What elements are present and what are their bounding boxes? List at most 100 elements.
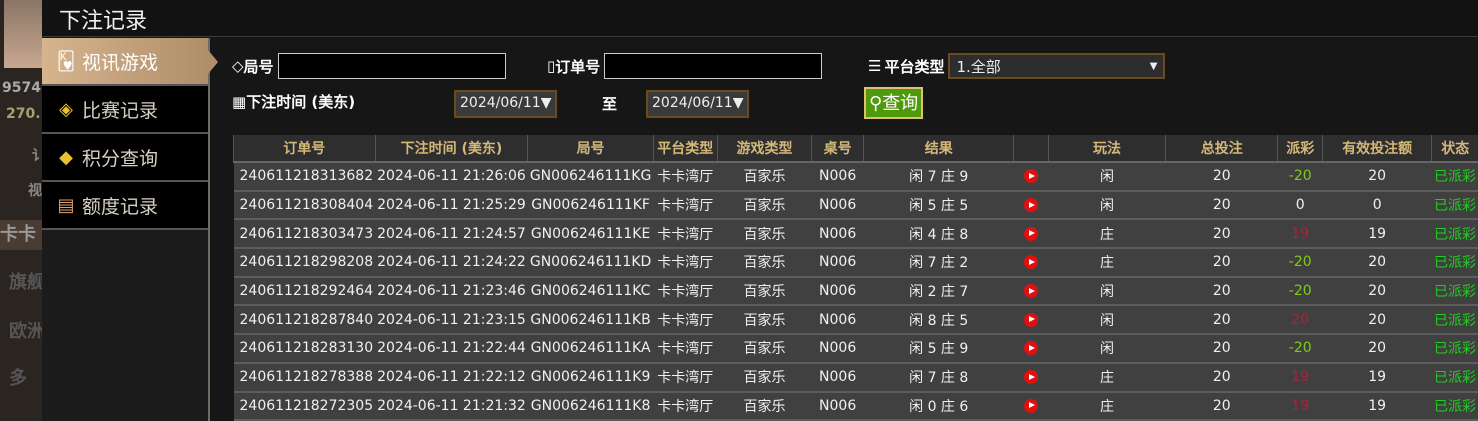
sidebar-item-label: 积分查询: [82, 147, 159, 170]
payout-cell: -20: [1277, 276, 1323, 307]
column-header: 状态: [1431, 135, 1478, 163]
column-header: 派彩: [1277, 135, 1323, 163]
round-input[interactable]: [277, 53, 506, 79]
play-video-icon[interactable]: [1024, 169, 1039, 184]
game-type-cell: 百家乐: [717, 248, 812, 278]
column-header: 总投注: [1165, 135, 1278, 163]
sidebar-item-points[interactable]: ◆ 积分查询: [42, 134, 208, 182]
play-video-icon[interactable]: [1024, 255, 1039, 270]
play-video-icon[interactable]: [1024, 198, 1039, 213]
play-video-icon[interactable]: [1024, 398, 1039, 413]
bet-type-cell: 庄: [1048, 248, 1166, 278]
bet-time-cell: 2024-06-11 21:23:46: [375, 276, 528, 307]
replay-cell[interactable]: [1013, 391, 1049, 421]
amount-text: 270.: [6, 106, 41, 122]
bet-type-cell: 闲: [1048, 276, 1166, 307]
play-video-icon[interactable]: [1024, 312, 1039, 327]
valid-bet-cell: 20: [1322, 334, 1432, 364]
platform-cell: 卡卡湾厅: [653, 248, 718, 278]
bg-item: 欧洲: [9, 321, 42, 342]
date-to-picker[interactable]: 2024/06/11▼: [646, 90, 750, 118]
replay-cell[interactable]: [1013, 362, 1049, 393]
result-cell: 闲 2 庄 7: [863, 276, 1014, 307]
play-video-icon[interactable]: [1024, 341, 1039, 356]
bet-time-cell: 2024-06-11 21:22:12: [375, 362, 528, 393]
valid-bet-cell: 0: [1322, 190, 1432, 221]
bet-type-cell: 闲: [1048, 305, 1166, 336]
order-input[interactable]: [604, 53, 823, 79]
play-video-icon[interactable]: [1024, 370, 1039, 385]
order-id-cell: 240611218303473: [233, 219, 376, 250]
round-id-cell: GN006246111K8: [527, 391, 654, 421]
table-row: 240611218303473 2024-06-11 21:24:57 GN0062…: [233, 219, 1478, 250]
replay-cell[interactable]: [1013, 248, 1049, 278]
total-bet-cell: 20: [1165, 362, 1278, 393]
replay-cell[interactable]: [1013, 162, 1049, 192]
platform-cell: 卡卡湾厅: [653, 391, 718, 421]
table-no-cell: N006: [811, 305, 864, 336]
ticket-icon: ◈: [59, 98, 73, 120]
play-video-icon[interactable]: [1024, 284, 1039, 299]
list-icon: ☰: [868, 57, 882, 75]
bet-type-cell: 庄: [1048, 219, 1166, 250]
result-cell: 闲 8 庄 5: [863, 305, 1014, 336]
table-no-cell: N006: [811, 219, 864, 250]
total-bet-cell: 20: [1165, 391, 1278, 421]
result-cell: 闲 5 庄 5: [863, 190, 1014, 221]
sidebar-item-label: 额度记录: [82, 195, 159, 218]
bet-type-cell: 闲: [1048, 190, 1166, 221]
round-id-cell: GN006246111KA: [527, 334, 654, 364]
round-id-cell: GN006246111KB: [527, 305, 654, 336]
column-header: 平台类型: [652, 135, 718, 163]
replay-cell[interactable]: [1013, 334, 1049, 364]
order-id-cell: 240611218308404: [233, 190, 376, 221]
bet-type-cell: 闲: [1048, 162, 1166, 192]
replay-cell[interactable]: [1013, 190, 1049, 221]
order-id-cell: 240611218287840: [233, 305, 376, 336]
time-label: 下注时间 (美东): [246, 93, 356, 111]
platform-cell: 卡卡湾厅: [653, 162, 718, 192]
table-row: 240611218287840 2024-06-11 21:23:15 GN0062…: [233, 305, 1478, 336]
sidebar-item-match-records[interactable]: ◈ 比赛记录: [42, 86, 208, 134]
order-label: 订单号: [555, 57, 601, 76]
platform-cell: 卡卡湾厅: [653, 276, 718, 307]
order-id-cell: 240611218272305: [233, 391, 376, 421]
round-label: 局号: [243, 57, 274, 76]
round-id-cell: GN006246111KC: [527, 276, 654, 307]
sidebar: 🂾 视讯游戏 ◈ 比赛记录 ◆ 积分查询 ▤ 额度记录: [42, 38, 218, 421]
bet-records-table: 订单号 下注时间 (美东) 局号 平台类型 游戏类型 桌号 结果 玩法 总投注 派彩 有效投注额 状态…: [233, 135, 1478, 421]
play-video-icon[interactable]: [1024, 226, 1039, 241]
column-header: 游戏类型: [716, 135, 812, 163]
table-no-cell: N006: [811, 248, 864, 278]
table-row: 240611218272305 2024-06-11 21:21:32 GN0062…: [233, 391, 1478, 421]
chevron-down-icon: ▼: [1149, 60, 1158, 72]
bet-type-cell: 庄: [1048, 362, 1166, 393]
status-cell: 已派彩: [1431, 219, 1478, 250]
replay-cell[interactable]: [1013, 276, 1049, 307]
result-cell: 闲 4 庄 8: [863, 219, 1014, 250]
table-no-cell: N006: [811, 391, 864, 421]
payout-cell: -20: [1277, 248, 1323, 278]
platform-select[interactable]: 1.全部 ▼: [948, 53, 1166, 79]
sidebar-item-label: 视讯游戏: [82, 51, 159, 74]
table-no-cell: N006: [811, 334, 864, 364]
table-no-cell: N006: [811, 362, 864, 393]
sidebar-item-credit-records[interactable]: ▤ 额度记录: [42, 182, 208, 230]
replay-cell[interactable]: [1013, 305, 1049, 336]
avatar: [4, 0, 42, 68]
title-bar: 下注记录: [42, 0, 1478, 37]
platform-label: 平台类型: [884, 57, 945, 76]
sidebar-item-live-games[interactable]: 🂾 视讯游戏: [42, 38, 218, 86]
table-row: 240611218313682 2024-06-11 21:26:06 GN0062…: [233, 162, 1478, 192]
query-button[interactable]: ⚲查询: [864, 87, 924, 119]
column-header: 桌号: [811, 135, 864, 163]
date-from-picker[interactable]: 2024/06/11▼: [454, 90, 558, 118]
total-bet-cell: 20: [1165, 190, 1278, 221]
replay-cell[interactable]: [1013, 219, 1049, 250]
total-bet-cell: 20: [1165, 219, 1278, 250]
table-no-cell: N006: [811, 162, 864, 192]
table-row: 240611218298208 2024-06-11 21:24:22 GN0062…: [233, 248, 1478, 278]
payout-cell: 0: [1277, 190, 1323, 221]
valid-bet-cell: 20: [1322, 248, 1432, 278]
valid-bet-cell: 20: [1322, 305, 1432, 336]
